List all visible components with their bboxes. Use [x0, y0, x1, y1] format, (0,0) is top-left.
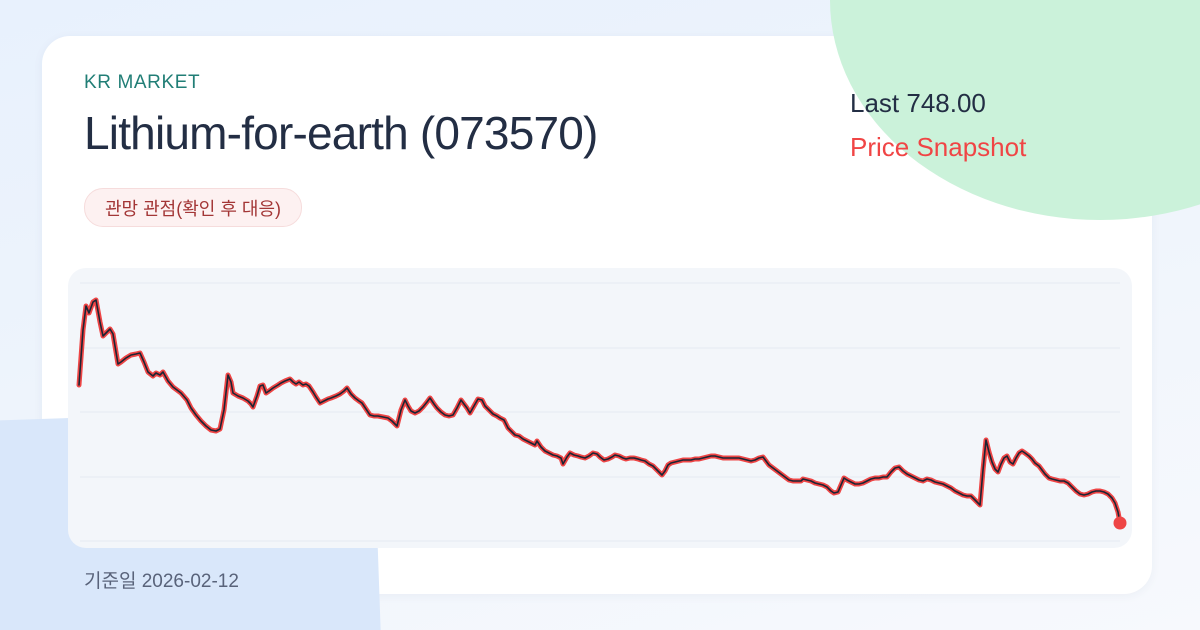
chart-panel: [68, 268, 1132, 548]
price-info: Last 748.00 Price Snapshot: [850, 88, 1026, 163]
last-price-dot: [1113, 516, 1127, 530]
last-price-label: Last 748.00: [850, 88, 986, 118]
stance-badge: 관망 관점(확인 후 대응): [84, 188, 303, 227]
snapshot-label: Price Snapshot: [850, 132, 1027, 162]
price-line-core: [78, 299, 1121, 524]
reference-date: 기준일 2026-02-12: [84, 571, 239, 592]
price-chart: [76, 282, 1127, 542]
instrument-title: Lithium-for-earth (073570): [84, 107, 598, 159]
market-eyebrow: KR MARKET: [84, 72, 201, 93]
